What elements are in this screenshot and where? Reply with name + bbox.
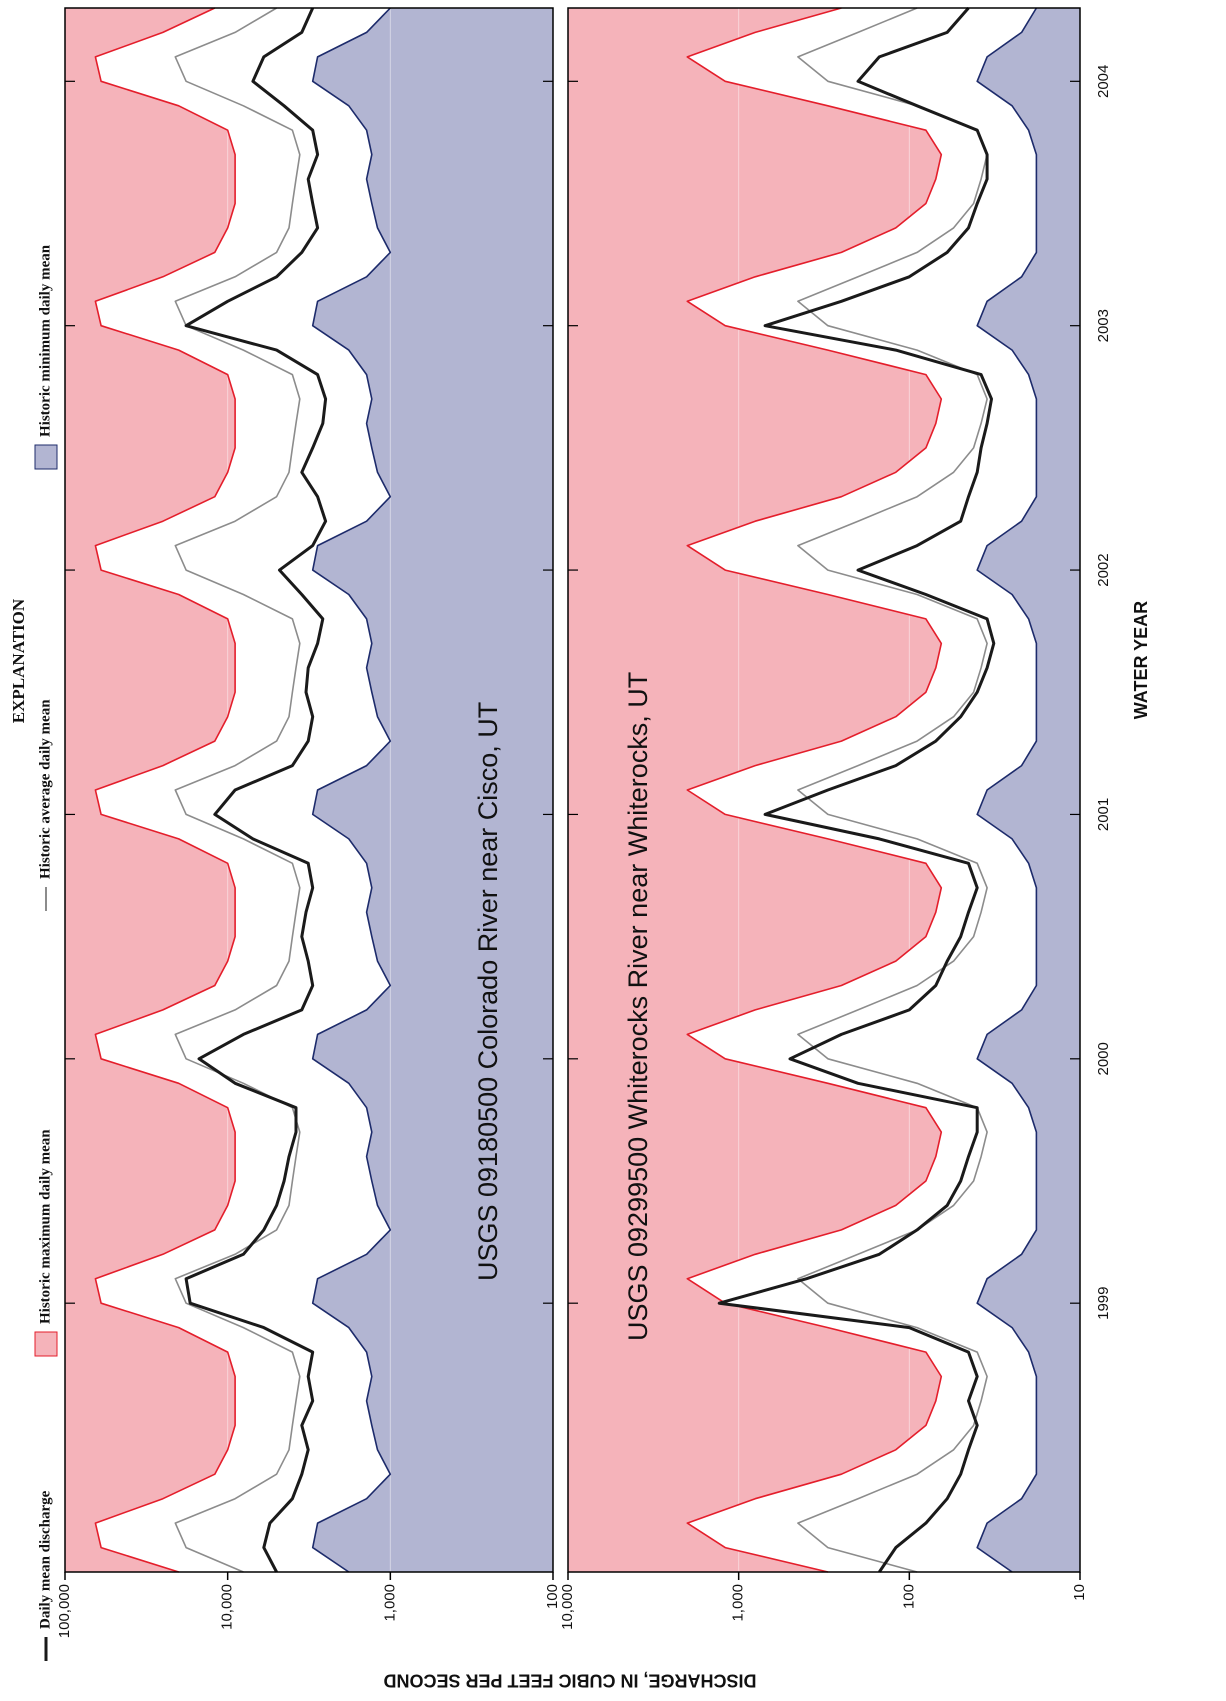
- y-tick-label: 10: [1071, 1584, 1088, 1601]
- y-tick-label: 100: [544, 1584, 561, 1609]
- legend-label: Historic maximum daily mean: [37, 1129, 53, 1324]
- chart-annotation: USGS 09180500 Colorado River near Cisco,…: [473, 702, 503, 1281]
- series-line: [976, 7, 1038, 1573]
- x-axis-title: WATER YEAR: [1131, 601, 1151, 719]
- y-tick-label: 10,000: [219, 1584, 236, 1630]
- series-line: [311, 7, 392, 1573]
- series-line: [184, 7, 328, 1573]
- legend-label: Historic minimum daily mean: [37, 244, 53, 437]
- max-fill: [65, 8, 236, 1572]
- x-tick-label: 2002: [1095, 553, 1112, 586]
- series-line: [797, 7, 988, 1573]
- series-line: [686, 7, 943, 1573]
- plot-frame: [567, 7, 1081, 1573]
- max-fill: [568, 8, 942, 1572]
- x-tick-label: 2003: [1095, 309, 1112, 342]
- x-tick-label: 2001: [1095, 798, 1112, 831]
- series-line: [717, 7, 996, 1573]
- y-axis-title: DISCHARGE, IN CUBIC FEET PER SECOND: [383, 1670, 756, 1690]
- legend-label: Daily mean discharge: [37, 1490, 53, 1629]
- series-line: [94, 7, 236, 1573]
- y-tick-label: 1,000: [730, 1584, 747, 1622]
- min-fill: [977, 8, 1080, 1572]
- legend-label: Historic average daily mean: [37, 699, 53, 879]
- legend-title: EXPLANATION: [9, 598, 28, 723]
- x-tick-label: 2004: [1095, 65, 1112, 98]
- plot-frame: [64, 7, 554, 1573]
- x-tick-label: 2000: [1095, 1042, 1112, 1075]
- rotated-chart: EXPLANATION WATER YEAR DISCHARGE, IN CUB…: [9, 7, 1151, 1690]
- min-fill: [312, 8, 553, 1572]
- series-line: [174, 7, 301, 1573]
- x-tick-label: 1999: [1095, 1287, 1112, 1320]
- legend-swatch: [34, 444, 58, 470]
- legend-swatch: [34, 1331, 58, 1357]
- chart-annotation: USGS 09299500 Whiterocks River near Whit…: [623, 672, 653, 1341]
- y-tick-label: 10,000: [559, 1584, 576, 1630]
- y-tick-label: 100: [900, 1584, 917, 1609]
- y-tick-label: 1,000: [381, 1584, 398, 1622]
- y-tick-label: 100,000: [56, 1584, 73, 1638]
